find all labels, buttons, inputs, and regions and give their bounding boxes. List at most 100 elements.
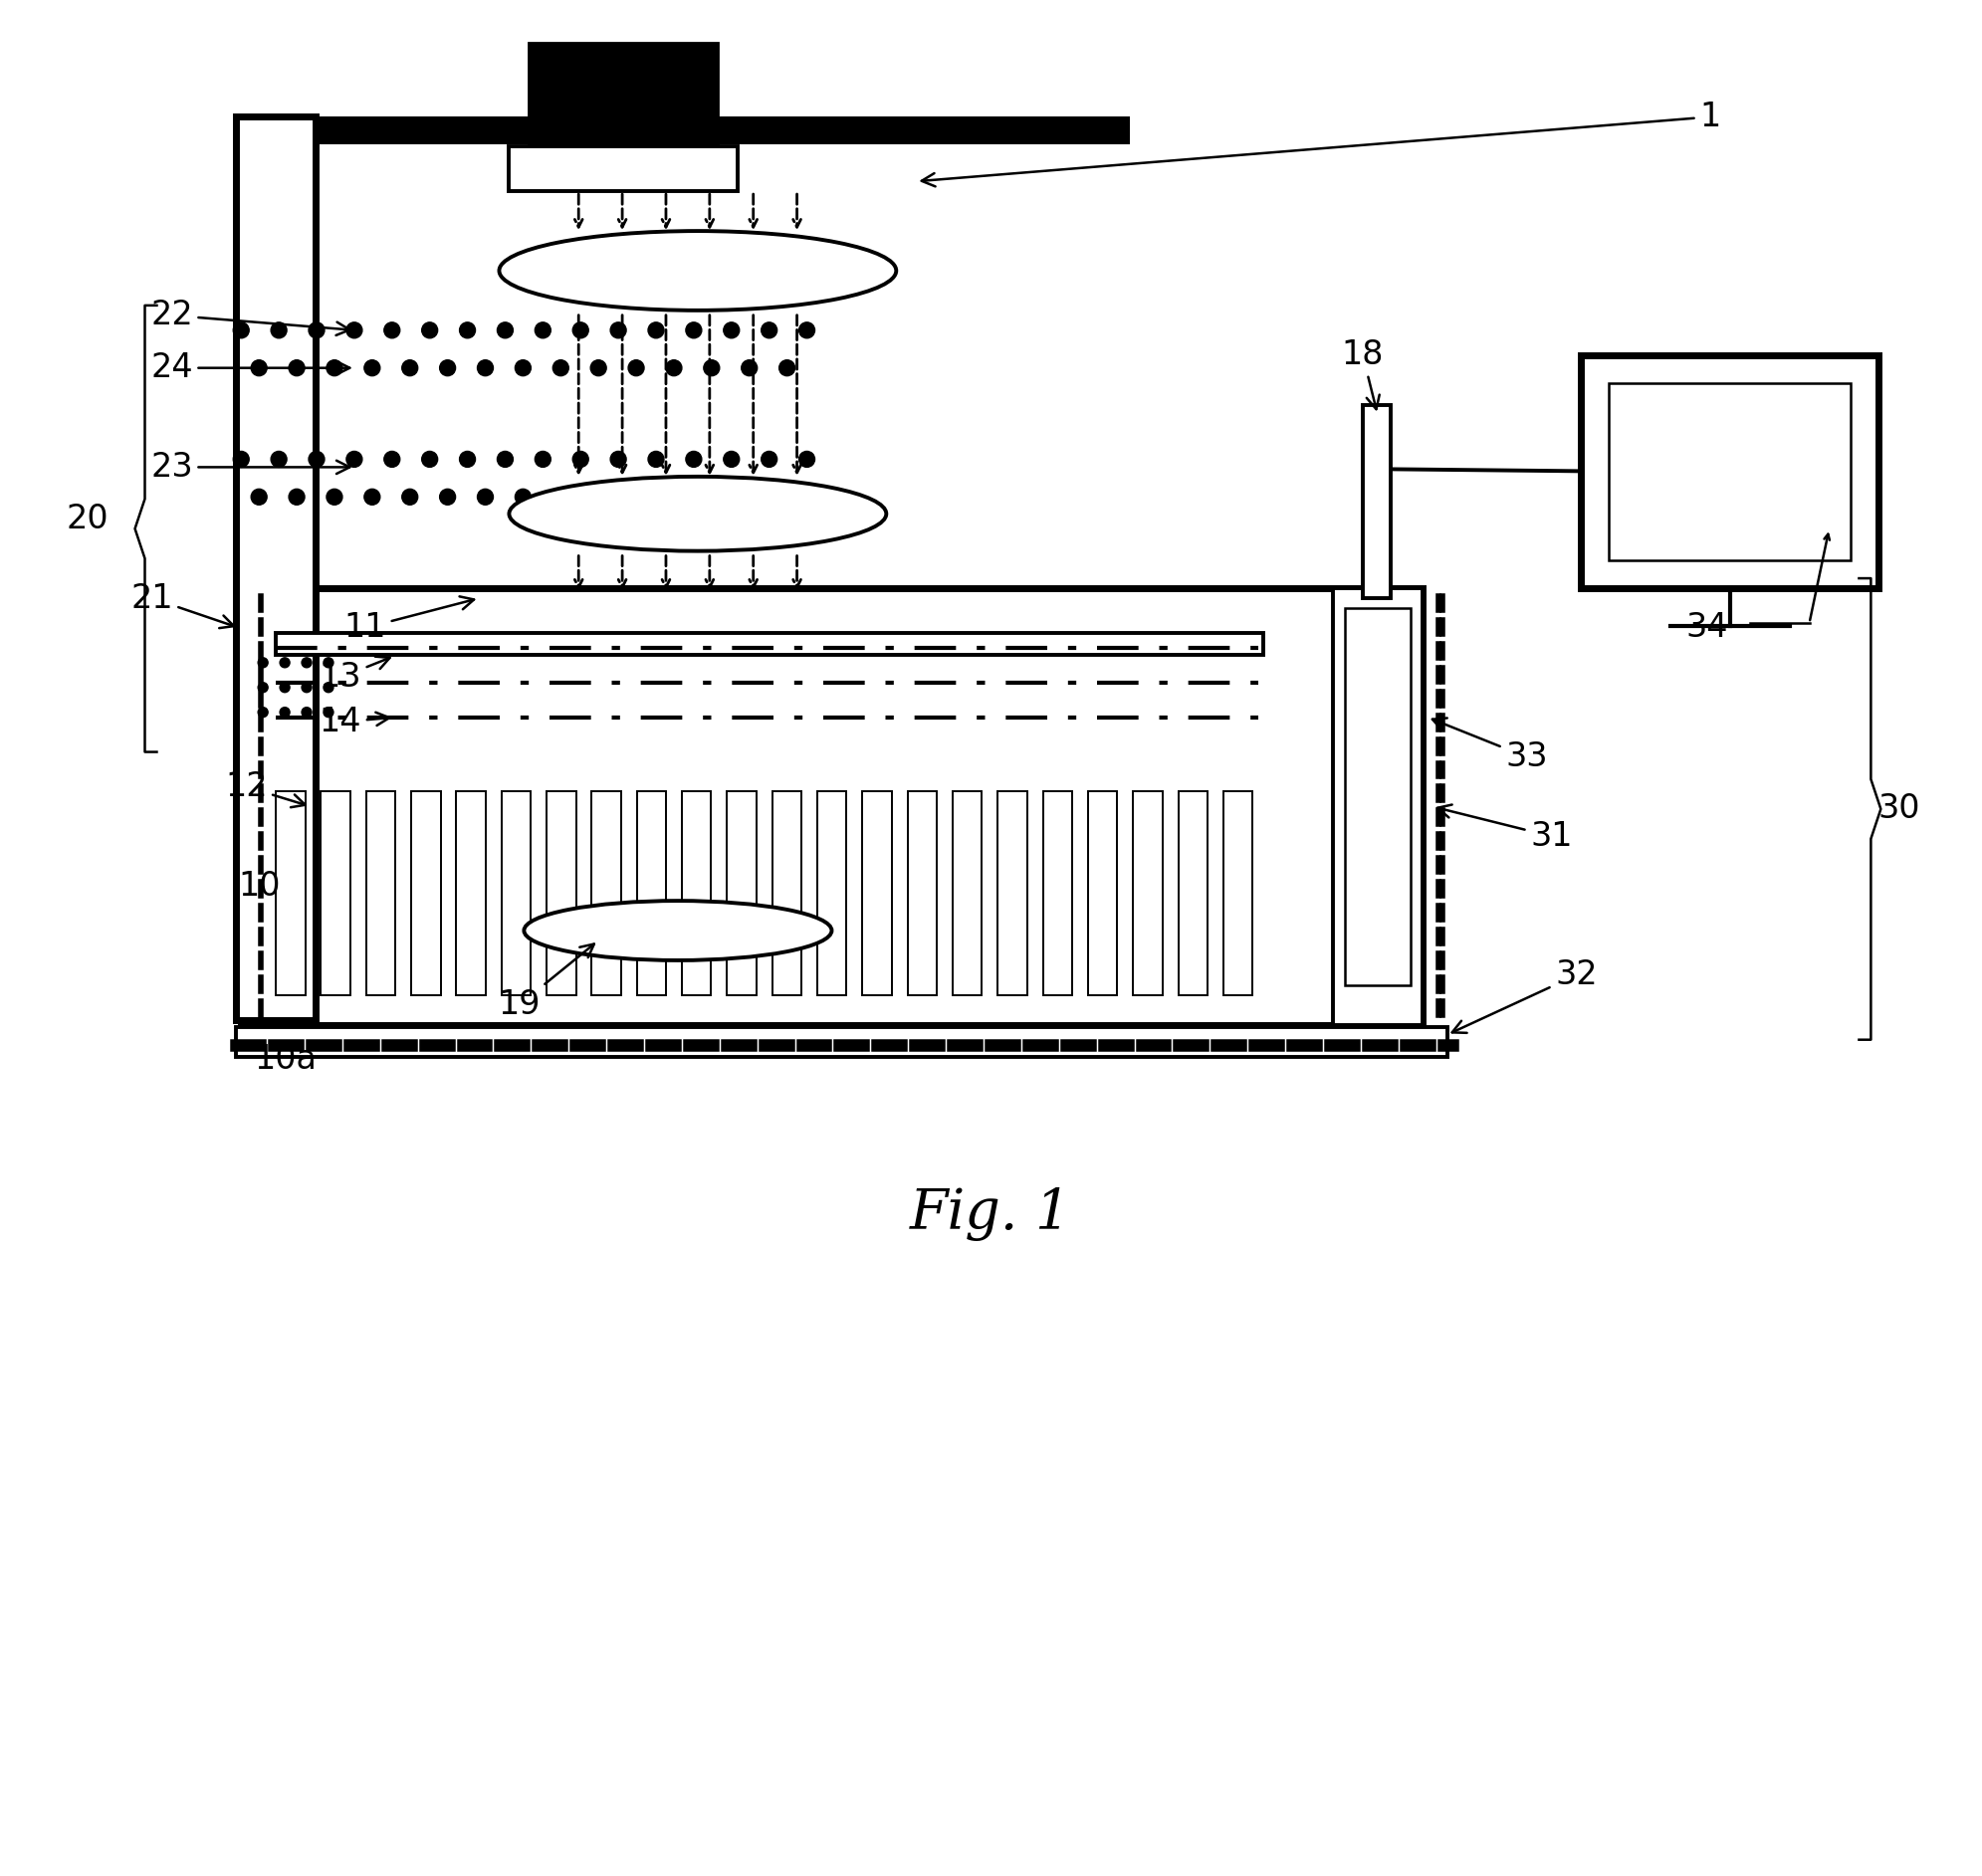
- Circle shape: [723, 323, 739, 338]
- Bar: [301, 116, 315, 1021]
- Circle shape: [591, 490, 606, 505]
- Circle shape: [323, 707, 333, 717]
- Text: 10a: 10a: [254, 1043, 317, 1077]
- Circle shape: [422, 323, 438, 338]
- Circle shape: [610, 452, 626, 467]
- Circle shape: [347, 323, 363, 338]
- Bar: [236, 116, 1130, 144]
- Bar: [1346, 608, 1411, 985]
- Bar: [501, 792, 531, 994]
- Bar: [275, 792, 305, 994]
- Circle shape: [309, 452, 325, 467]
- Circle shape: [799, 323, 815, 338]
- Circle shape: [686, 323, 702, 338]
- Circle shape: [723, 452, 739, 467]
- Circle shape: [628, 490, 644, 505]
- Ellipse shape: [499, 231, 896, 310]
- Bar: [529, 43, 717, 146]
- Circle shape: [535, 452, 551, 467]
- Circle shape: [478, 360, 494, 375]
- Bar: [1088, 792, 1118, 994]
- Circle shape: [272, 452, 287, 467]
- Bar: [817, 792, 846, 994]
- Bar: [727, 792, 757, 994]
- Bar: [682, 792, 712, 994]
- Circle shape: [779, 360, 795, 375]
- Bar: [275, 632, 1263, 655]
- Circle shape: [497, 452, 513, 467]
- Bar: [1043, 792, 1072, 994]
- Bar: [997, 792, 1027, 994]
- Text: 19: 19: [497, 944, 595, 1021]
- Text: 22: 22: [151, 298, 349, 336]
- Circle shape: [385, 323, 400, 338]
- Bar: [908, 792, 937, 994]
- Circle shape: [327, 360, 343, 375]
- Bar: [321, 792, 351, 994]
- Bar: [1609, 383, 1851, 561]
- Bar: [1582, 355, 1879, 589]
- Circle shape: [301, 707, 311, 717]
- Bar: [236, 1026, 1447, 1056]
- Circle shape: [323, 683, 333, 692]
- Circle shape: [385, 452, 400, 467]
- Text: 13: 13: [319, 657, 390, 694]
- Circle shape: [610, 323, 626, 338]
- Circle shape: [279, 707, 289, 717]
- Circle shape: [535, 323, 551, 338]
- Text: 20: 20: [65, 503, 109, 535]
- Circle shape: [799, 452, 815, 467]
- Text: 21: 21: [131, 582, 234, 628]
- Circle shape: [327, 490, 343, 505]
- Text: 24: 24: [151, 351, 349, 385]
- Circle shape: [402, 360, 418, 375]
- Circle shape: [515, 360, 531, 375]
- Circle shape: [234, 452, 250, 467]
- Circle shape: [272, 323, 287, 338]
- Circle shape: [402, 490, 418, 505]
- Bar: [456, 792, 486, 994]
- Bar: [242, 589, 1423, 1024]
- Text: 12: 12: [224, 771, 305, 807]
- Circle shape: [573, 323, 589, 338]
- Text: 30: 30: [1877, 792, 1921, 825]
- Circle shape: [365, 490, 381, 505]
- Circle shape: [779, 490, 795, 505]
- Circle shape: [478, 490, 494, 505]
- Circle shape: [573, 452, 589, 467]
- Circle shape: [515, 490, 531, 505]
- Text: Fig. 1: Fig. 1: [910, 1186, 1070, 1240]
- Bar: [773, 792, 801, 994]
- Bar: [636, 792, 666, 994]
- Circle shape: [460, 323, 476, 338]
- Ellipse shape: [509, 477, 886, 552]
- Circle shape: [289, 360, 305, 375]
- Text: 1: 1: [922, 101, 1720, 186]
- Circle shape: [365, 360, 381, 375]
- Text: 10: 10: [238, 869, 279, 902]
- Circle shape: [279, 683, 289, 692]
- Circle shape: [258, 683, 268, 692]
- Circle shape: [440, 490, 456, 505]
- Bar: [547, 792, 577, 994]
- Circle shape: [666, 360, 682, 375]
- Text: 23: 23: [151, 450, 349, 484]
- Text: 34: 34: [1685, 612, 1728, 643]
- Circle shape: [704, 360, 719, 375]
- Circle shape: [741, 360, 757, 375]
- Circle shape: [258, 658, 268, 668]
- Bar: [1177, 792, 1207, 994]
- Text: 14: 14: [319, 705, 388, 739]
- Circle shape: [234, 323, 250, 338]
- Circle shape: [301, 683, 311, 692]
- Bar: [953, 792, 981, 994]
- Bar: [509, 146, 737, 191]
- Circle shape: [460, 452, 476, 467]
- Bar: [410, 792, 440, 994]
- Circle shape: [628, 360, 644, 375]
- Circle shape: [497, 323, 513, 338]
- Text: 31: 31: [1437, 805, 1572, 854]
- Circle shape: [686, 452, 702, 467]
- Circle shape: [666, 490, 682, 505]
- Circle shape: [279, 658, 289, 668]
